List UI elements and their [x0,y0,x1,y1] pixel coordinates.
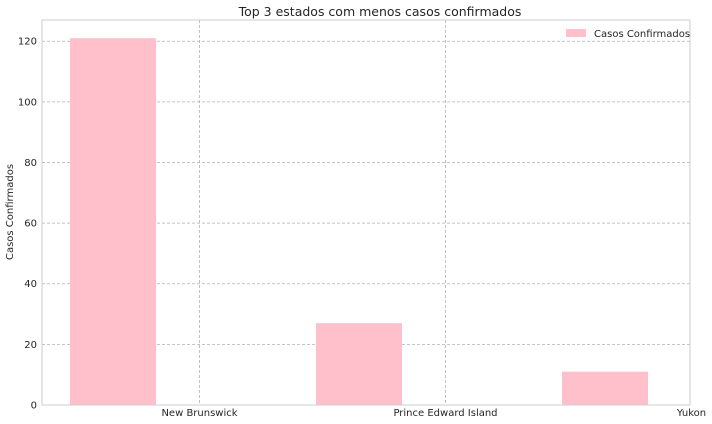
y-tick-label: 20 [24,340,37,351]
legend: Casos Confirmados [566,29,690,40]
y-tick-label: 60 [24,219,37,230]
chart-title: Top 3 estados com menos casos confirmado… [238,4,522,19]
bar [316,323,402,405]
bar [70,38,156,406]
x-tick-label: Yukon [676,408,706,419]
legend-swatch [566,29,586,37]
x-tick-label: New Brunswick [161,408,237,419]
x-tick-labels: New Brunswick Prince Edward Island Yukon [161,408,706,419]
legend-label: Casos Confirmados [594,29,690,40]
y-tick-label: 0 [31,401,37,412]
bars [70,38,648,406]
y-tick-labels: 0 20 40 60 80 100 120 [18,37,37,412]
plot-frame [41,19,691,406]
y-axis-label: Casos Confirmados [5,164,16,260]
x-tick-label: Prince Edward Island [393,408,497,419]
y-tick-label: 120 [18,37,37,48]
y-tick-label: 80 [24,158,37,169]
y-tick-label: 40 [24,279,37,290]
bar [562,371,648,405]
y-tick-label: 100 [18,97,37,108]
